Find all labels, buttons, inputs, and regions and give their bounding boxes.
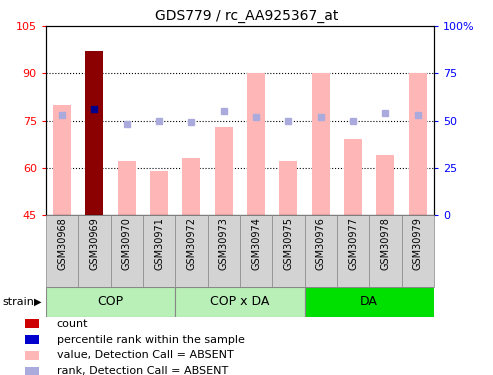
Bar (143, 215, 175, 287)
Bar (344, 140, 362, 215)
Text: count: count (57, 319, 88, 329)
Bar (150, 171, 168, 215)
Bar (25, 335, 39, 344)
Bar (401, 215, 434, 287)
Bar (280, 161, 297, 215)
Text: GSM30977: GSM30977 (348, 217, 358, 270)
Text: ▶: ▶ (34, 297, 41, 307)
Bar (85, 51, 103, 215)
Bar (53, 105, 71, 215)
Bar (240, 215, 272, 287)
Text: rank, Detection Call = ABSENT: rank, Detection Call = ABSENT (57, 366, 228, 375)
Bar (175, 215, 208, 287)
Bar (78, 215, 110, 287)
Bar (377, 155, 394, 215)
Bar (215, 127, 233, 215)
Bar (182, 158, 200, 215)
Text: GSM30976: GSM30976 (316, 217, 326, 270)
Text: GSM30969: GSM30969 (89, 217, 100, 270)
Bar (208, 215, 240, 287)
Bar (46, 215, 78, 287)
Text: GSM30971: GSM30971 (154, 217, 164, 270)
Bar (247, 74, 265, 215)
Bar (118, 161, 136, 215)
Bar (337, 215, 369, 287)
Text: value, Detection Call = ABSENT: value, Detection Call = ABSENT (57, 350, 234, 360)
Text: GSM30973: GSM30973 (219, 217, 229, 270)
Text: GSM30968: GSM30968 (57, 217, 67, 270)
Bar (25, 320, 39, 328)
Text: GSM30970: GSM30970 (122, 217, 132, 270)
Text: COP: COP (98, 296, 124, 308)
Text: percentile rank within the sample: percentile rank within the sample (57, 334, 245, 345)
Bar (46, 287, 175, 317)
Text: GSM30972: GSM30972 (186, 217, 196, 270)
Bar (110, 215, 143, 287)
Text: GSM30974: GSM30974 (251, 217, 261, 270)
Text: strain: strain (2, 297, 35, 307)
Text: COP x DA: COP x DA (210, 296, 270, 308)
Bar (409, 74, 426, 215)
Text: GSM30978: GSM30978 (380, 217, 390, 270)
Bar (272, 215, 305, 287)
Text: DA: DA (360, 296, 378, 308)
Bar (305, 215, 337, 287)
Bar (25, 367, 39, 375)
Bar (312, 74, 329, 215)
Text: GSM30975: GSM30975 (283, 217, 293, 270)
Text: GDS779 / rc_AA925367_at: GDS779 / rc_AA925367_at (155, 9, 338, 23)
Bar (369, 215, 401, 287)
Bar (305, 287, 434, 317)
Bar (175, 287, 305, 317)
Bar (25, 351, 39, 360)
Text: GSM30979: GSM30979 (413, 217, 423, 270)
